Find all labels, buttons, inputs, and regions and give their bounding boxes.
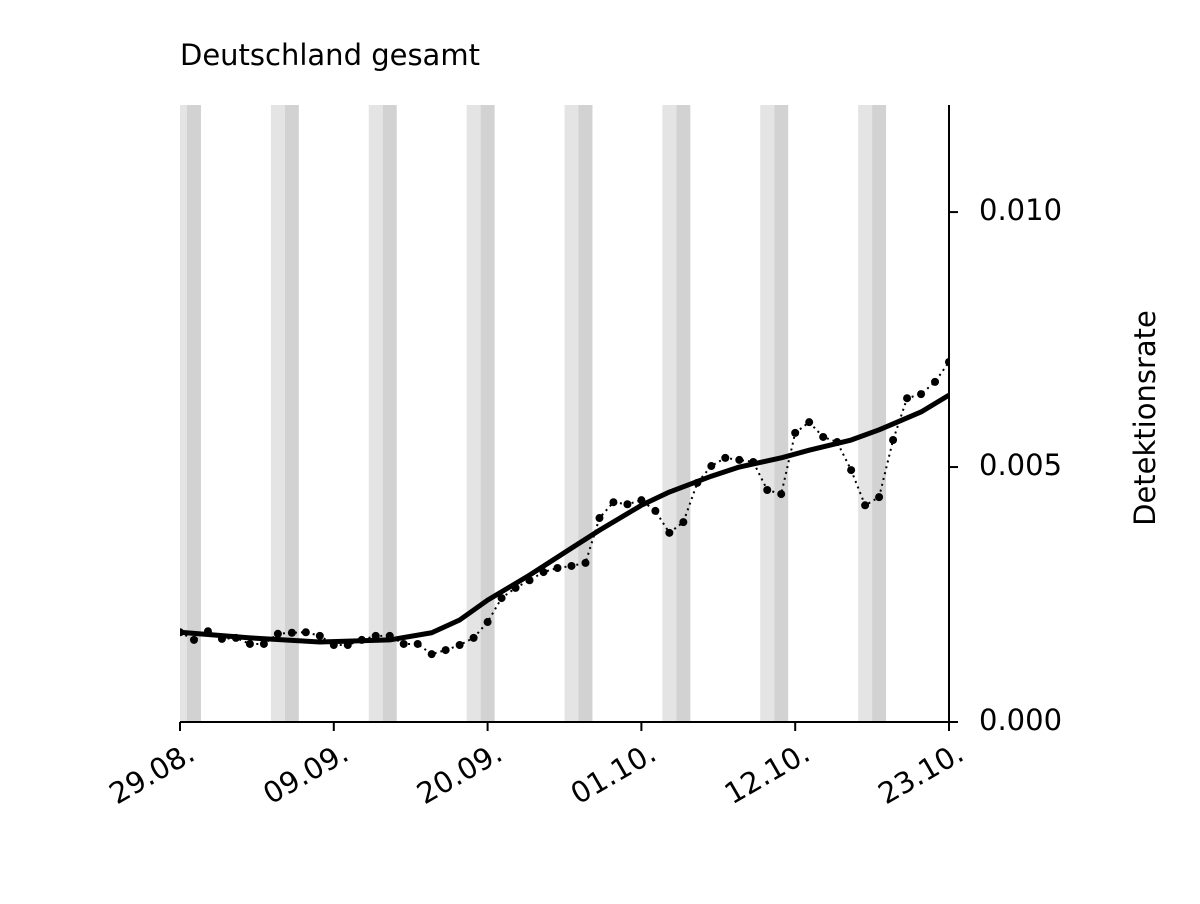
weekend-band <box>270 105 285 722</box>
weekend-band <box>284 105 299 722</box>
weekend-bands <box>180 105 970 722</box>
weekend-band <box>382 105 397 722</box>
data-point <box>875 493 884 502</box>
data-point <box>679 518 688 527</box>
data-point <box>553 564 562 573</box>
weekend-band <box>774 105 789 722</box>
data-point <box>413 639 422 648</box>
weekend-band <box>180 105 187 722</box>
data-point <box>609 498 618 507</box>
x-tick-label: 01.10. <box>565 735 662 811</box>
data-point <box>735 455 744 464</box>
plot-area <box>180 357 949 659</box>
x-tick-label: 20.09. <box>411 735 508 811</box>
data-point <box>497 594 506 603</box>
data-point <box>273 629 282 638</box>
data-point <box>651 506 660 515</box>
weekend-band <box>760 105 775 722</box>
data-point <box>665 528 674 537</box>
data-point <box>287 628 296 637</box>
weekend-band <box>676 105 691 722</box>
data-point <box>763 485 772 494</box>
data-point <box>861 501 870 510</box>
x-tick-label: 12.10. <box>719 735 816 811</box>
data-point <box>847 466 856 475</box>
data-point <box>301 628 310 637</box>
data-point <box>707 462 716 471</box>
data-point <box>931 377 940 386</box>
y-tick-label: 0.010 <box>979 193 1062 227</box>
data-point <box>721 453 730 462</box>
weekend-band <box>578 105 593 722</box>
weekend-band <box>368 105 383 722</box>
data-point <box>595 514 604 523</box>
data-point <box>399 639 408 648</box>
data-point <box>189 635 198 644</box>
data-point <box>777 490 786 499</box>
x-tick-label: 09.09. <box>257 735 354 811</box>
data-point <box>315 631 324 640</box>
data-point <box>581 558 590 567</box>
data-point <box>791 428 800 437</box>
weekend-band <box>466 105 481 722</box>
data-point <box>623 500 632 509</box>
weekend-band <box>872 105 887 722</box>
y-tick-label: 0.005 <box>979 448 1062 482</box>
data-point <box>805 418 814 427</box>
data-point <box>259 639 268 648</box>
weekend-band <box>564 105 579 722</box>
series-line <box>180 393 949 645</box>
y-axis-label: Detektionsrate <box>1128 310 1162 526</box>
weekend-band <box>858 105 873 722</box>
data-point <box>427 650 436 659</box>
x-tick-label: 29.08. <box>103 735 200 811</box>
x-tick-label: 23.10. <box>872 735 969 811</box>
data-point <box>245 639 254 648</box>
data-point <box>441 646 450 655</box>
weekend-band <box>480 105 495 722</box>
data-point <box>889 436 898 445</box>
data-point <box>469 633 478 642</box>
data-point <box>819 432 828 441</box>
data-point <box>455 641 464 650</box>
y-tick-label: 0.000 <box>979 703 1062 737</box>
data-point <box>917 390 926 399</box>
weekend-band <box>956 105 970 722</box>
weekend-band <box>662 105 677 722</box>
data-point <box>567 561 576 570</box>
data-point <box>903 394 912 403</box>
chart-title: Deutschland gesamt <box>180 38 480 72</box>
data-point <box>483 618 492 627</box>
weekend-band <box>186 105 201 722</box>
